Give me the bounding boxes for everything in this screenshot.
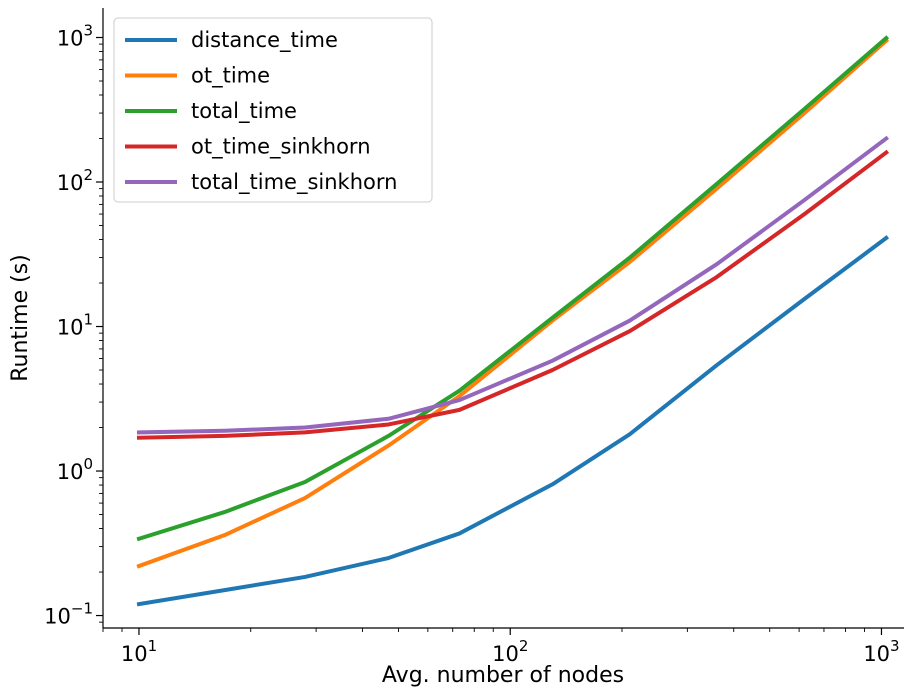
plot-area	[136, 35, 890, 607]
y-tick-label-base: 10	[57, 316, 84, 340]
y-tick-label-exponent: −1	[71, 600, 93, 618]
x-tick-label-base: 10	[121, 642, 148, 666]
legend-label: total_time_sinkhorn	[191, 170, 397, 195]
y-tick-label: 103	[57, 21, 93, 50]
series-line-distance-time	[136, 235, 890, 607]
legend-label: distance_time	[191, 28, 338, 53]
series-line-ot-time-sinkhorn	[136, 149, 890, 440]
legend-frame	[113, 17, 433, 203]
y-tick-label-base: 10	[57, 460, 84, 484]
axes	[102, 8, 904, 629]
y-tick-label: 10−1	[44, 600, 93, 629]
x-tick-label: 102	[492, 637, 528, 666]
y-tick-label: 102	[57, 166, 93, 195]
y-tick-label-exponent: 2	[83, 166, 93, 184]
series-line-ot-time	[136, 37, 890, 569]
legend-label: ot_time_sinkhorn	[191, 135, 371, 160]
y-tick-label-base: 10	[57, 171, 84, 195]
legend-label: total_time	[191, 99, 297, 124]
x-tick-label: 101	[121, 637, 157, 666]
series-line-total-time	[136, 35, 890, 542]
series-line-total-time-sinkhorn	[136, 135, 890, 435]
legend: distance_time ot_time total_time ot_time_si…	[113, 17, 433, 203]
x-axis-title: Avg. number of nodes	[382, 663, 624, 688]
x-tick-label-exponent: 3	[890, 637, 900, 655]
y-tick-label: 101	[57, 311, 93, 340]
y-tick-label-exponent: 3	[83, 21, 93, 39]
y-tick-label-exponent: 1	[83, 311, 93, 329]
y-tick-label-base: 10	[44, 605, 71, 629]
y-tick-label-exponent: 0	[83, 455, 93, 473]
y-axis-title: Runtime (s)	[8, 254, 33, 382]
legend-label: ot_time	[191, 64, 270, 89]
y-tick-label: 100	[57, 455, 93, 484]
y-tick-label-base: 10	[57, 26, 84, 50]
x-tick-label-base: 10	[863, 642, 890, 666]
x-tick-label: 103	[863, 637, 899, 666]
x-tick-label-exponent: 2	[519, 637, 529, 655]
x-tick-label-base: 10	[492, 642, 519, 666]
x-tick-label-exponent: 1	[148, 637, 158, 655]
